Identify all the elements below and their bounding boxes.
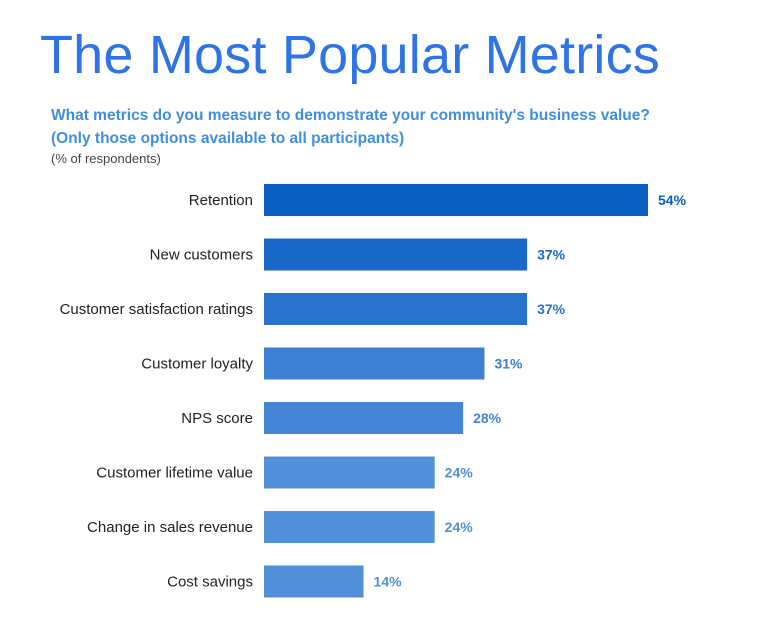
value-label: 24% bbox=[445, 519, 474, 535]
category-label: Customer lifetime value bbox=[96, 465, 253, 482]
value-label: 14% bbox=[374, 574, 403, 590]
subtitle-line-2: (Only those options available to all par… bbox=[51, 130, 405, 147]
chart-title: The Most Popular Metrics bbox=[40, 25, 660, 85]
bar bbox=[264, 456, 435, 489]
value-label: 24% bbox=[445, 465, 474, 481]
category-label: Customer loyalty bbox=[141, 356, 253, 373]
value-label: 37% bbox=[537, 247, 566, 263]
bar bbox=[264, 184, 648, 216]
category-label: New customers bbox=[150, 247, 253, 264]
category-label: Change in sales revenue bbox=[87, 519, 253, 536]
bar bbox=[264, 511, 435, 543]
bar-chart: Retention 54% New customers 37% Customer sat… bbox=[60, 184, 687, 598]
bar bbox=[264, 347, 485, 380]
category-label: Retention bbox=[189, 192, 253, 209]
value-label: 28% bbox=[473, 410, 502, 426]
category-label: Cost savings bbox=[167, 574, 253, 591]
bar bbox=[264, 293, 528, 325]
value-label: 31% bbox=[494, 356, 523, 372]
bar bbox=[264, 238, 528, 271]
subtitle-line-1: What metrics do you measure to demonstra… bbox=[51, 107, 650, 124]
respondents-note: (% of respondents) bbox=[51, 151, 161, 166]
value-label: 54% bbox=[658, 192, 687, 208]
bar bbox=[264, 402, 464, 434]
bar bbox=[264, 565, 364, 598]
value-label: 37% bbox=[537, 301, 566, 317]
category-label: Customer satisfaction ratings bbox=[60, 301, 253, 318]
chart-subtitle: What metrics do you measure to demonstra… bbox=[51, 104, 751, 150]
category-label: NPS score bbox=[181, 410, 253, 427]
